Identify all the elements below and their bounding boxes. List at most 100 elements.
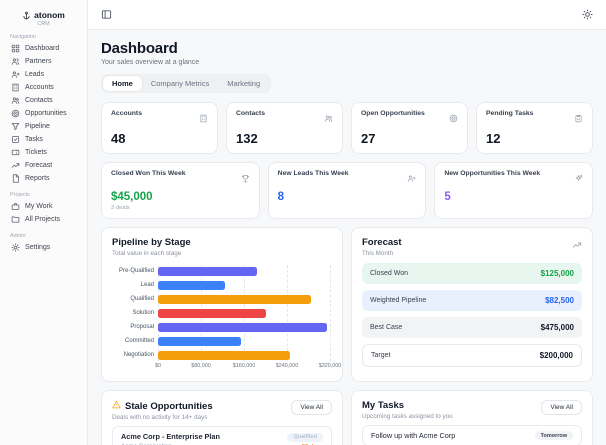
due-badge: Tomorrow <box>534 431 573 440</box>
stale-subtitle: Deals with no activity for 14+ days <box>112 414 208 421</box>
bottom-panels: Stale Opportunities Deals with no activi… <box>101 390 593 445</box>
chart-row: Committed <box>112 335 332 347</box>
my-tasks-panel: My Tasks Upcoming tasks assigned to you … <box>351 390 593 445</box>
stage-badge: Qualified <box>287 432 323 442</box>
chart-bar-track <box>158 350 330 360</box>
sidebar-item-label: Leads <box>25 71 45 78</box>
sidebar-toggle-button[interactable] <box>99 7 114 22</box>
chart-category-label: Qualified <box>130 296 154 302</box>
chart-bar <box>158 294 312 304</box>
sidebar-item-contacts[interactable]: Contacts <box>8 94 79 107</box>
clipboard-check-icon <box>574 110 583 128</box>
stale-title: Stale Opportunities <box>125 400 213 412</box>
pipeline-subtitle: Total value in each stage <box>112 250 182 257</box>
sidebar-item-label: Tickets <box>25 149 47 156</box>
tasks-title: My Tasks <box>362 400 405 411</box>
sidebar-item-accounts[interactable]: Accounts <box>8 81 79 94</box>
chart-category-label: Committed <box>124 338 154 344</box>
sidebar-item-forecast[interactable]: Forecast <box>8 159 79 172</box>
chart-bar-track <box>158 294 330 304</box>
chart-bar-track <box>158 336 330 346</box>
stale-opportunities-panel: Stale Opportunities Deals with no activi… <box>101 390 343 445</box>
tasks-view-all-button[interactable]: View All <box>541 400 582 415</box>
chart-bar <box>158 336 242 346</box>
forecast-row-label: Target <box>371 352 391 359</box>
sidebar-item-pipeline[interactable]: Pipeline <box>8 120 79 133</box>
sidebar-item-label: Tasks <box>25 136 43 143</box>
kpi-card-open-opportunities: Open Opportunities 27 <box>351 102 468 154</box>
sidebar-section-projects: Projects <box>10 192 30 198</box>
card-value: $45,000 <box>111 191 153 203</box>
chart-bar-track <box>158 308 330 318</box>
chart-gridline <box>287 265 288 361</box>
sidebar-item-all-projects[interactable]: All Projects <box>8 213 79 226</box>
chart-tick-label: $80,000 <box>191 363 211 369</box>
forecast-title: Forecast <box>362 237 402 248</box>
forecast-row-label: Closed Won <box>370 270 409 277</box>
sidebar-item-label: Contacts <box>25 97 53 104</box>
sidebar-section-navigation: Navigation <box>10 34 36 40</box>
trophy-icon <box>241 170 250 188</box>
tab-company-metrics[interactable]: Company Metrics <box>150 79 210 88</box>
card-new-leads-week: New Leads This Week 8 <box>267 162 427 219</box>
forecast-row-value: $125,000 <box>540 269 574 278</box>
tab-marketing[interactable]: Marketing <box>227 79 261 88</box>
sidebar-item-my-work[interactable]: My Work <box>8 200 79 213</box>
page-subtitle: Your sales overview at a glance <box>101 59 200 66</box>
kpi-label: Accounts <box>111 110 142 117</box>
theme-toggle-button[interactable] <box>580 7 595 22</box>
weekly-row: Closed Won This Week $45,000 3 deals New… <box>101 162 593 219</box>
sidebar-item-opportunities[interactable]: Opportunities <box>8 107 79 120</box>
chart-row: Pre-Qualified <box>112 265 332 277</box>
sidebar-item-tickets[interactable]: Tickets <box>8 146 79 159</box>
chart-bar <box>158 308 266 318</box>
sidebar-item-settings[interactable]: Settings <box>8 241 79 254</box>
chart-category-label: Lead <box>140 282 154 288</box>
top-bar <box>88 0 606 30</box>
chart-category-label: Solution <box>132 310 154 316</box>
page-title: Dashboard <box>101 40 178 57</box>
chart-category-label: Pre-Qualified <box>118 268 154 274</box>
chart-row: Negotiation <box>112 349 332 361</box>
task-item-follow-up-acme[interactable]: Follow up with Acme Corp Tomorrow <box>362 425 582 445</box>
forecast-row-closed-won: Closed Won $125,000 <box>362 263 582 284</box>
stale-view-all-button[interactable]: View All <box>291 400 332 415</box>
tab-strip: Home Company Metrics Marketing <box>101 74 272 93</box>
ticket-icon <box>11 148 20 157</box>
chart-bar <box>158 280 226 290</box>
card-label: New Opportunities This Week <box>444 170 541 177</box>
panel-left-icon <box>101 10 112 19</box>
forecast-row-weighted-pipeline: Weighted Pipeline $82,500 <box>362 290 582 311</box>
stale-item-acme[interactable]: Acme Corp - Enterprise Plan Acme Corpora… <box>112 426 332 445</box>
kpi-value: 12 <box>486 131 501 146</box>
sidebar-item-label: All Projects <box>25 216 61 223</box>
sidebar-item-label: Dashboard <box>25 45 60 52</box>
chart-bar-track <box>158 280 330 290</box>
sidebar: atonom CRM Navigation Dashboard Partners… <box>0 0 88 445</box>
pipeline-chart: Pre-Qualified Lead Qualified Solution Propos… <box>112 265 341 372</box>
sidebar-item-dashboard[interactable]: Dashboard <box>8 42 79 55</box>
trending-up-icon <box>572 237 582 255</box>
user-plus-icon <box>11 70 20 79</box>
tab-home[interactable]: Home <box>103 76 142 91</box>
logo-icon <box>23 11 30 19</box>
forecast-row-label: Best Case <box>370 324 403 331</box>
gear-icon <box>11 243 20 252</box>
kpi-row: Accounts 48 Contacts 132 Open Opportunit… <box>101 102 593 154</box>
trending-up-icon <box>11 161 20 170</box>
chart-tick-label: $0 <box>155 363 161 369</box>
sidebar-item-tasks[interactable]: Tasks <box>8 133 79 146</box>
dashboard-content: Dashboard Your sales overview at a glanc… <box>88 30 606 445</box>
forecast-row-best-case: Best Case $475,000 <box>362 317 582 338</box>
users-icon <box>11 96 20 105</box>
sidebar-item-label: Partners <box>25 58 52 65</box>
sidebar-item-leads[interactable]: Leads <box>8 68 79 81</box>
card-subtext: 3 deals <box>111 205 130 211</box>
target-icon <box>449 110 458 128</box>
briefcase-icon <box>11 202 20 211</box>
sidebar-item-reports[interactable]: Reports <box>8 172 79 185</box>
chart-bar-track <box>158 266 330 276</box>
logo-subtext: CRM <box>37 21 50 27</box>
sidebar-item-partners[interactable]: Partners <box>8 55 79 68</box>
days-stale: 29 days <box>302 444 323 445</box>
